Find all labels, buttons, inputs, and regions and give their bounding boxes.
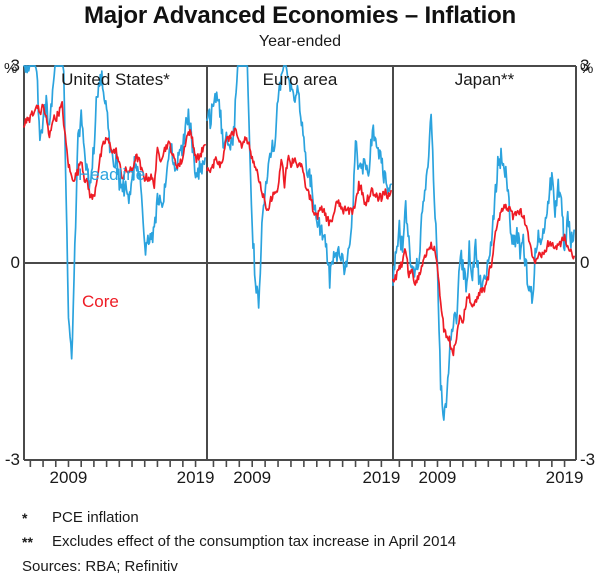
x-tick-label: 2009: [418, 468, 457, 487]
y-axis-unit-left: %: [4, 60, 18, 77]
footnote-text-double: Excludes effect of the consumption tax i…: [52, 533, 457, 550]
footnotes: * PCE inflation ** Excludes effect of th…: [22, 506, 588, 579]
x-tick-label: 2009: [233, 468, 272, 487]
y-tick-label: 0: [580, 253, 590, 272]
y-tick-label: 3: [10, 56, 20, 75]
y-tick-label: 0: [10, 253, 20, 272]
x-tick-label: 2009: [49, 468, 88, 487]
sources-line: Sources: RBA; Refinitiv: [22, 558, 178, 575]
series-line-core: [206, 127, 392, 227]
series-label-headline: Headline: [78, 165, 146, 184]
y-axis-unit-right: %: [580, 60, 594, 77]
footnote-double-star: ** Excludes effect of the consumption ta…: [22, 530, 588, 554]
y-tick-label: -3: [580, 450, 596, 469]
footnote-mark-single: *: [22, 510, 28, 526]
series-line-core: [23, 101, 206, 201]
plot-area: [23, 65, 577, 467]
series-label-core: Core: [82, 292, 119, 311]
series-line-headline: [206, 65, 392, 309]
series-line-core: [392, 203, 575, 357]
series-line-headline: [392, 113, 575, 421]
footnote-mark-double: **: [22, 534, 33, 550]
x-tick-label: 2019: [545, 468, 584, 487]
y-tick-label: -3: [4, 450, 20, 469]
panel-title-united-states: United States*: [61, 70, 170, 89]
y-tick-label: 3: [580, 56, 590, 75]
panel-title-japan: Japan**: [454, 70, 515, 89]
footnote-single-star: * PCE inflation: [22, 506, 588, 530]
x-tick-label: 2019: [176, 468, 215, 487]
panel-title-euro-area: Euro area: [262, 70, 338, 89]
chart-subtitle: Year-ended: [258, 33, 342, 50]
series-line-headline: [23, 65, 206, 360]
footnote-text-single: PCE inflation: [52, 509, 139, 526]
x-tick-label: 2019: [362, 468, 401, 487]
chart-title: Major Advanced Economies – Inflation: [84, 2, 516, 29]
